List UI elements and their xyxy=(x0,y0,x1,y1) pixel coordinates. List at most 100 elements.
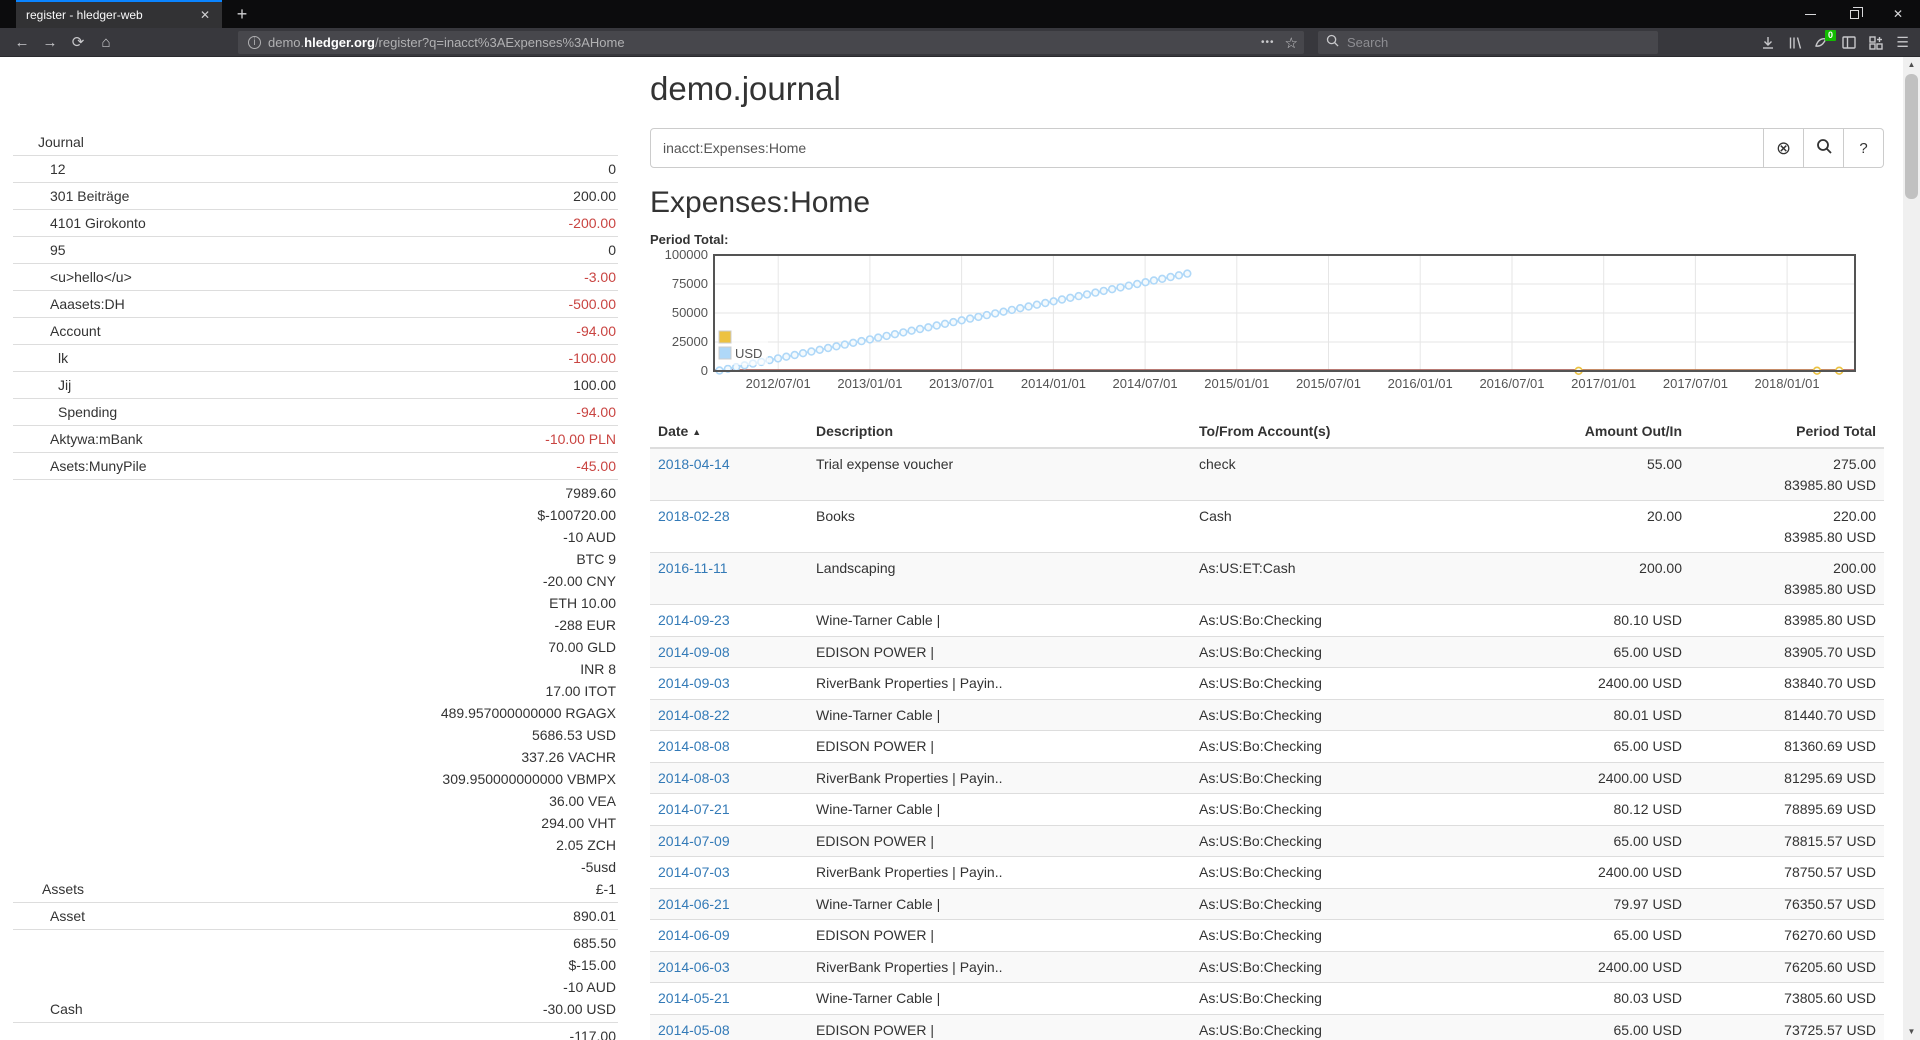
account-link[interactable]: Cash xyxy=(50,1001,83,1017)
transaction-row[interactable]: 2014-06-09 EDISON POWER | As:US:Bo:Checkin… xyxy=(650,919,1884,951)
transaction-row[interactable]: 2014-07-21 Wine-Tarner Cable | As:US:Bo:Ch… xyxy=(650,793,1884,825)
transaction-row[interactable]: 2016-11-11 Landscaping As:US:ET:Cash 200.00… xyxy=(650,552,1884,605)
account-link[interactable]: lk xyxy=(58,350,69,366)
extension-icon[interactable]: 0 xyxy=(1808,29,1836,55)
transaction-amount: 2400.00 USD xyxy=(1443,667,1690,699)
transaction-period-total: 78750.57 USD xyxy=(1690,856,1884,888)
download-icon[interactable] xyxy=(1754,31,1781,55)
column-header-description[interactable]: Description xyxy=(808,415,1191,449)
sidebar-journal-link[interactable]: Journal xyxy=(38,134,84,150)
transaction-date-link[interactable]: 2014-09-03 xyxy=(658,675,730,691)
transaction-row[interactable]: 2014-08-22 Wine-Tarner Cable | As:US:Bo:Ch… xyxy=(650,698,1884,731)
transaction-row[interactable]: 2014-05-21 Wine-Tarner Cable | As:US:Bo:Ch… xyxy=(650,982,1884,1014)
transaction-row[interactable]: 2018-04-14 Trial expense voucher check 55.0… xyxy=(650,448,1884,501)
transaction-date-link[interactable]: 2018-04-14 xyxy=(658,456,730,472)
transaction-account: As:US:ET:Cash xyxy=(1191,552,1443,605)
transaction-row[interactable]: 2014-09-08 EDISON POWER | As:US:Bo:Checkin… xyxy=(650,635,1884,668)
account-link[interactable]: 12 xyxy=(50,161,66,177)
transaction-date-link[interactable]: 2014-08-22 xyxy=(658,706,730,723)
reload-icon[interactable]: ⟳ xyxy=(71,34,85,51)
transaction-description: RiverBank Properties | Payin.. xyxy=(808,950,1191,983)
transaction-date-link[interactable]: 2014-09-23 xyxy=(658,612,730,628)
forward-icon[interactable]: → xyxy=(42,33,58,51)
svg-text:USD: USD xyxy=(735,346,762,361)
close-window-button[interactable]: ✕ xyxy=(1892,7,1904,21)
account-link[interactable]: Aaasets:DH xyxy=(50,296,125,312)
transaction-description: RiverBank Properties | Payin.. xyxy=(808,856,1191,888)
minimize-button[interactable] xyxy=(1788,0,1832,28)
transaction-date-link[interactable]: 2014-05-21 xyxy=(658,990,730,1006)
account-link[interactable]: 95 xyxy=(50,242,66,258)
clear-query-button[interactable]: ⊗ xyxy=(1764,128,1804,168)
library-icon[interactable] xyxy=(1781,31,1808,55)
transaction-date-link[interactable]: 2014-07-21 xyxy=(658,801,730,817)
transaction-period-total: 76270.60 USD xyxy=(1690,919,1884,951)
transaction-row[interactable]: 2014-07-03 RiverBank Properties | Payin..… xyxy=(650,856,1884,888)
menu-icon[interactable]: ☰ xyxy=(1896,34,1909,50)
transaction-date-link[interactable]: 2016-11-11 xyxy=(658,560,728,576)
transaction-date-link[interactable]: 2014-07-03 xyxy=(658,864,730,880)
transaction-date-link[interactable]: 2014-06-03 xyxy=(658,958,730,975)
column-header-total[interactable]: Period Total xyxy=(1690,415,1884,449)
transaction-date-link[interactable]: 2018-02-28 xyxy=(658,508,730,524)
help-button[interactable]: ? xyxy=(1844,128,1884,168)
close-tab-icon[interactable]: ✕ xyxy=(199,8,211,22)
browser-toolbar: ← → ⟳ ⌂ i demo.hledger.org/register?q=in… xyxy=(0,28,1920,57)
sidebar-panel-icon[interactable] xyxy=(1835,31,1862,55)
account-row: Cash 685.50 $-15.00 -10 AUD -30.00 USD xyxy=(13,929,618,1022)
account-link[interactable]: Jij xyxy=(58,377,72,393)
browser-search-box[interactable]: Search xyxy=(1318,31,1658,54)
account-link[interactable]: <u>hello</u> xyxy=(50,269,132,285)
account-link[interactable]: Account xyxy=(50,323,101,339)
account-balance: 890.01 xyxy=(573,908,616,924)
column-header-date[interactable]: Date ▲ xyxy=(650,415,808,449)
scrollbar-thumb[interactable] xyxy=(1905,74,1918,199)
transaction-period-total: 275.00 83985.80 USD xyxy=(1784,456,1876,493)
browser-tab[interactable]: register - hledger-web ✕ xyxy=(16,0,222,28)
restore-button[interactable] xyxy=(1832,0,1876,28)
query-input[interactable] xyxy=(650,128,1764,168)
column-header-account[interactable]: To/From Account(s) xyxy=(1191,415,1443,449)
url-bar[interactable]: i demo.hledger.org/register?q=inacct%3AE… xyxy=(238,31,1304,54)
transaction-account: As:US:Bo:Checking xyxy=(1191,793,1443,825)
svg-text:50000: 50000 xyxy=(672,305,708,320)
grid-add-icon[interactable] xyxy=(1862,31,1889,55)
transaction-date-link[interactable]: 2014-06-21 xyxy=(658,895,730,912)
page-scrollbar[interactable]: ▲ ▼ xyxy=(1903,57,1920,1040)
account-link[interactable]: Assets xyxy=(42,881,85,897)
account-link[interactable]: Asset xyxy=(50,908,86,924)
transaction-date-link[interactable]: 2014-08-08 xyxy=(658,738,730,754)
transaction-date-link[interactable]: 2014-09-08 xyxy=(658,643,730,660)
new-tab-button[interactable]: + xyxy=(236,4,248,24)
search-query-button[interactable] xyxy=(1804,128,1844,168)
account-link[interactable]: Asets:MunyPile xyxy=(50,458,147,474)
transaction-row[interactable]: 2014-06-21 Wine-Tarner Cable | As:US:Bo:Ch… xyxy=(650,887,1884,920)
scroll-up-icon[interactable]: ▲ xyxy=(1907,60,1916,69)
transaction-row[interactable]: 2014-09-03 RiverBank Properties | Payin..… xyxy=(650,667,1884,699)
transaction-row[interactable]: 2014-07-09 EDISON POWER | As:US:Bo:Checkin… xyxy=(650,824,1884,857)
column-header-amount[interactable]: Amount Out/In xyxy=(1443,415,1690,449)
account-link[interactable]: Spending xyxy=(58,404,118,420)
svg-text:2017/07/01: 2017/07/01 xyxy=(1663,376,1728,391)
transaction-row[interactable]: 2014-08-08 EDISON POWER | As:US:Bo:Checkin… xyxy=(650,730,1884,762)
site-info-icon[interactable]: i xyxy=(248,36,261,49)
transaction-row[interactable]: 2014-08-03 RiverBank Properties | Payin..… xyxy=(650,761,1884,794)
transaction-period-total: 76350.57 USD xyxy=(1690,887,1884,920)
page-actions-icon[interactable]: ••• xyxy=(1261,37,1275,48)
transaction-date-link[interactable]: 2014-07-09 xyxy=(658,832,730,849)
transaction-period-total: 83985.80 USD xyxy=(1690,604,1884,636)
account-link[interactable]: 301 Beiträge xyxy=(50,188,130,204)
scroll-down-icon[interactable]: ▼ xyxy=(1907,1027,1916,1036)
transaction-row[interactable]: 2014-09-23 Wine-Tarner Cable | As:US:Bo:Ch… xyxy=(650,604,1884,636)
transaction-date-link[interactable]: 2014-06-09 xyxy=(658,927,730,943)
back-icon[interactable]: ← xyxy=(14,33,30,51)
transaction-row[interactable]: 2018-02-28 Books Cash 20.00 220.00 83985.80 U… xyxy=(650,500,1884,553)
transaction-date-link[interactable]: 2014-08-03 xyxy=(658,769,730,786)
account-link[interactable]: 4101 Girokonto xyxy=(50,215,146,231)
transaction-date-link[interactable]: 2014-05-08 xyxy=(658,1021,730,1038)
transaction-row[interactable]: 2014-05-08 EDISON POWER | As:US:Bo:Checkin… xyxy=(650,1013,1884,1040)
transaction-row[interactable]: 2014-06-03 RiverBank Properties | Payin..… xyxy=(650,950,1884,983)
bookmark-star-icon[interactable]: ☆ xyxy=(1284,34,1298,52)
account-link[interactable]: Aktywa:mBank xyxy=(50,431,143,447)
home-icon[interactable]: ⌂ xyxy=(101,33,111,51)
